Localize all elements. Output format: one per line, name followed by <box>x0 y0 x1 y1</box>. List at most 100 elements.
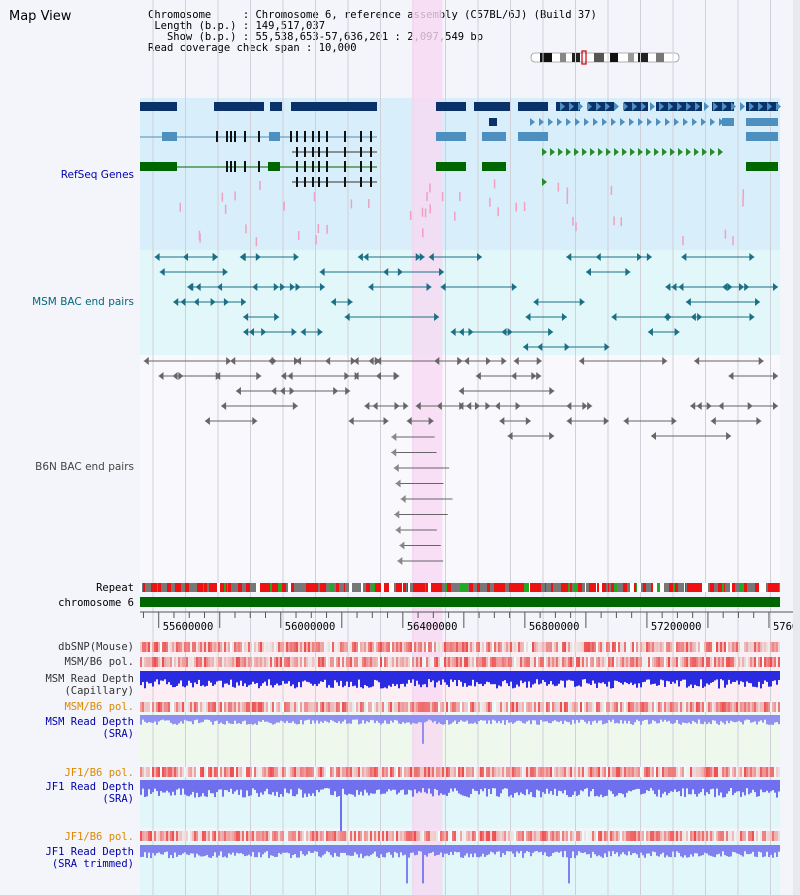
label-msm-bac[interactable]: MSM BAC end pairs <box>32 296 134 308</box>
jf1-pol2-cell <box>778 831 780 841</box>
polymorphism-tracks[interactable] <box>140 642 780 841</box>
depth-cap-bar <box>626 671 628 684</box>
repeat-element <box>759 583 762 592</box>
depth-jf1-trim-bar <box>460 845 462 858</box>
depth-cap-bar <box>728 671 730 680</box>
depth-msm-sra-bar <box>598 715 600 721</box>
dbsnp-cell <box>168 642 170 652</box>
depth-msm-sra-bar <box>576 715 578 721</box>
label-msm-depth-sra-1[interactable]: MSM Read Depth <box>45 716 134 728</box>
dbsnp-cell <box>672 642 674 652</box>
msm-pol-cell <box>718 657 720 667</box>
depth-msm-sra-bar <box>750 715 752 723</box>
label-refseq-genes[interactable]: RefSeq Genes <box>61 169 134 181</box>
scrollbar[interactable] <box>793 0 800 895</box>
b6n-bac-pairs[interactable] <box>143 357 778 565</box>
depth-jf1-trim-bar <box>350 845 352 856</box>
label-msm-depth-sra-2[interactable]: (SRA) <box>102 728 134 740</box>
jf1-pol2-cell <box>398 831 400 841</box>
depth-msm-sra-bar <box>410 715 412 725</box>
depth-msm-sra-bar <box>756 715 758 725</box>
jf1-pol-cell <box>384 767 386 777</box>
msm-pol-cell <box>162 657 164 667</box>
b6n-bac-pair-end <box>706 402 712 410</box>
dbsnp-cell <box>728 642 730 652</box>
chromosome-ideogram[interactable] <box>530 50 680 65</box>
est-mark <box>317 223 320 233</box>
msm-pol-cell <box>374 657 376 667</box>
msm-pol-cell <box>354 657 356 667</box>
label-msm-depth-cap-2[interactable]: (Capillary) <box>64 685 134 697</box>
depth-cap-bar <box>276 671 278 684</box>
msm-pol2-cell <box>260 702 262 712</box>
repeat-element <box>260 583 261 592</box>
repeat-element <box>718 583 722 592</box>
label-msm-pol-2[interactable]: MSM/B6 pol. <box>64 701 134 713</box>
depth-cap-bar <box>218 671 220 681</box>
repeat-element <box>162 583 164 592</box>
depth-msm-sra-bar <box>452 715 454 723</box>
repeat-track[interactable] <box>140 583 780 592</box>
depth-msm-sra-bar <box>570 715 572 725</box>
jf1-pol2-cell <box>418 831 420 841</box>
label-chromosome[interactable]: chromosome 6 <box>58 597 134 609</box>
est-mark <box>421 207 424 217</box>
depth-cap-bar <box>216 671 218 682</box>
exon <box>304 147 306 157</box>
depth-cap-bar <box>170 671 172 685</box>
repeat-element <box>422 583 425 592</box>
depth-cap-bar <box>194 671 196 683</box>
label-jf1-pol-2[interactable]: JF1/B6 pol. <box>64 831 134 843</box>
label-jf1-depth-trim-2[interactable]: (SRA trimmed) <box>52 858 134 870</box>
depth-cap-bar <box>264 671 266 682</box>
label-jf1-depth-sra-2[interactable]: (SRA) <box>102 793 134 805</box>
depth-jf1-sra-bar <box>204 780 206 797</box>
highlight-region[interactable] <box>411 0 443 895</box>
depth-jf1-trim-bar <box>306 845 308 855</box>
dbsnp-cell <box>212 642 214 652</box>
dbsnp-cell <box>334 642 336 652</box>
msm-pol-cell <box>416 657 418 667</box>
depth-msm-sra-bar <box>450 715 452 724</box>
depth-jf1-trim-bar <box>752 845 754 852</box>
depth-jf1-sra-bar <box>152 780 154 793</box>
jf1-pol2-cell <box>458 831 460 841</box>
depth-cap-bar <box>450 671 452 680</box>
depth-jf1-sra-bar <box>620 780 622 794</box>
dbsnp-cell <box>260 642 262 652</box>
depth-cap-bar <box>452 671 454 682</box>
jf1-pol-cell <box>714 767 716 777</box>
jf1-pol2-cell <box>664 831 666 841</box>
label-msm-pol[interactable]: MSM/B6 pol. <box>64 656 134 668</box>
depth-msm-sra-bar <box>740 715 742 723</box>
jf1-pol2-cell <box>232 831 234 841</box>
dbsnp-cell <box>594 642 596 652</box>
jf1-pol2-cell <box>364 831 366 841</box>
dbsnp-cell <box>298 642 300 652</box>
depth-jf1-trim-bar <box>354 845 356 853</box>
label-msm-depth-cap-1[interactable]: MSM Read Depth <box>45 673 134 685</box>
msm-pol-cell <box>156 657 158 667</box>
gene-arrow <box>605 102 610 111</box>
repeat-element <box>623 583 624 592</box>
repeat-element <box>470 583 473 592</box>
refseq-genes[interactable] <box>140 102 781 247</box>
label-b6n-bac[interactable]: B6N BAC end pairs <box>35 461 134 473</box>
dbsnp-cell <box>186 642 188 652</box>
msm-pol-cell <box>576 657 578 667</box>
label-dbsnp[interactable]: dbSNP(Mouse) <box>58 641 134 653</box>
est-mark <box>742 197 744 207</box>
label-jf1-pol[interactable]: JF1/B6 pol. <box>64 767 134 779</box>
msm-bac-pairs[interactable] <box>154 253 778 351</box>
b6n-bac-pair-end <box>549 432 555 440</box>
read-depth-tracks[interactable] <box>140 671 780 884</box>
jf1-pol-cell <box>688 767 690 777</box>
gene-block <box>746 162 778 171</box>
label-jf1-depth-trim-1[interactable]: JF1 Read Depth <box>45 846 134 858</box>
label-repeat[interactable]: Repeat <box>96 582 134 594</box>
dbsnp-cell <box>158 642 160 652</box>
jf1-pol2-cell <box>434 831 436 841</box>
chromosome-bar[interactable] <box>140 597 780 607</box>
label-jf1-depth-sra-1[interactable]: JF1 Read Depth <box>45 781 134 793</box>
